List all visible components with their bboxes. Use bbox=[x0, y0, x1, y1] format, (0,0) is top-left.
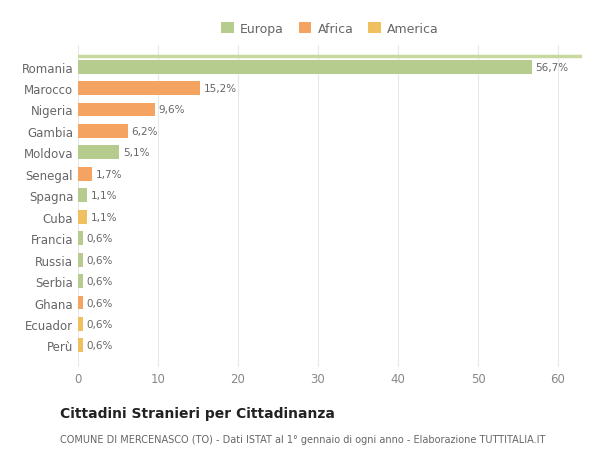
Bar bbox=[78, 232, 83, 246]
Text: 0,6%: 0,6% bbox=[87, 298, 113, 308]
Text: 0,6%: 0,6% bbox=[87, 319, 113, 329]
Text: 1,1%: 1,1% bbox=[91, 212, 118, 222]
Bar bbox=[78, 274, 83, 288]
Bar bbox=[78, 146, 119, 160]
Bar bbox=[78, 253, 83, 267]
Text: 6,2%: 6,2% bbox=[131, 127, 158, 137]
Text: 0,6%: 0,6% bbox=[87, 255, 113, 265]
Bar bbox=[78, 125, 128, 139]
Text: 15,2%: 15,2% bbox=[203, 84, 237, 94]
Text: 1,1%: 1,1% bbox=[91, 191, 118, 201]
Text: 0,6%: 0,6% bbox=[87, 234, 113, 244]
Bar bbox=[78, 317, 83, 331]
Bar bbox=[78, 168, 92, 181]
Text: COMUNE DI MERCENASCO (TO) - Dati ISTAT al 1° gennaio di ogni anno - Elaborazione: COMUNE DI MERCENASCO (TO) - Dati ISTAT a… bbox=[60, 434, 545, 444]
Bar bbox=[78, 296, 83, 310]
Bar bbox=[78, 210, 87, 224]
Bar bbox=[78, 189, 87, 203]
Text: Cittadini Stranieri per Cittadinanza: Cittadini Stranieri per Cittadinanza bbox=[60, 406, 335, 420]
Legend: Europa, Africa, America: Europa, Africa, America bbox=[218, 20, 442, 38]
Text: 1,7%: 1,7% bbox=[95, 169, 122, 179]
Text: 0,6%: 0,6% bbox=[87, 341, 113, 351]
Bar bbox=[78, 339, 83, 353]
Text: 56,7%: 56,7% bbox=[536, 62, 569, 73]
Bar bbox=[78, 82, 200, 96]
Text: 0,6%: 0,6% bbox=[87, 276, 113, 286]
Bar bbox=[78, 103, 155, 117]
Text: 5,1%: 5,1% bbox=[123, 148, 149, 158]
Text: 9,6%: 9,6% bbox=[159, 105, 185, 115]
Bar bbox=[78, 61, 532, 74]
